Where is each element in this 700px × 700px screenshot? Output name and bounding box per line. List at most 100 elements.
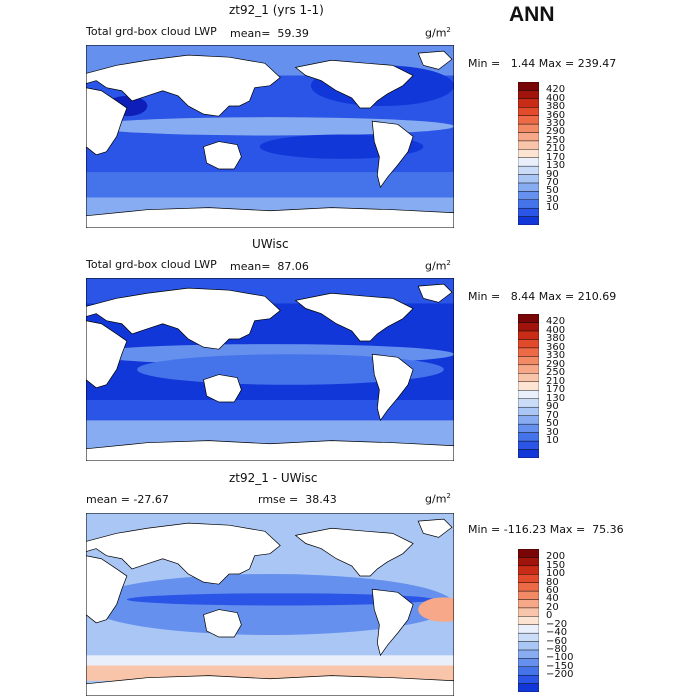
colorbar-swatch (518, 207, 539, 217)
colorbar-tick-label: 130 (546, 392, 566, 404)
colorbar-tick-label: −200 (546, 669, 574, 681)
colorbar-tick-label: 0 (546, 610, 553, 622)
colorbar-tick-label: 290 (546, 126, 566, 138)
colorbar-swatch (518, 557, 539, 567)
colorbar-swatch (518, 440, 539, 450)
colorbar-swatch (518, 182, 539, 192)
colorbar-swatch (518, 607, 539, 617)
colorbar-tick-label: 360 (546, 341, 566, 353)
colorbar-swatch (518, 347, 539, 357)
colorbar-swatch (518, 582, 539, 592)
panel-1-title: zt92_1 (yrs 1-1) (229, 3, 324, 17)
land-mass (86, 518, 454, 696)
panel-2-title: UWisc (252, 237, 289, 251)
colorbar-tick-label: 210 (546, 375, 566, 387)
colorbar-tick-label: −20 (546, 618, 568, 630)
colorbar-swatch (518, 364, 539, 374)
itcz-band (126, 593, 434, 606)
colorbar-tick-label: 50 (546, 418, 559, 430)
colorbar-tick-label: 10 (546, 435, 559, 447)
panel-2-units: g/m2 (425, 259, 451, 273)
colorbar-swatch (518, 123, 539, 133)
colorbar-tick-label: 400 (546, 324, 566, 336)
colorbar-swatch (518, 390, 539, 399)
panel-3-minmax: Min = -116.23 Max = 75.36 (468, 523, 624, 536)
colorbar-tick-label: −150 (546, 660, 574, 672)
colorbar-swatch (518, 666, 539, 676)
colorbar-tick-label: 420 (546, 84, 566, 96)
colorbar-swatch (518, 115, 539, 125)
colorbar-swatch (518, 599, 539, 609)
colorbar-swatch (518, 398, 539, 408)
colorbar-tick-label: 60 (546, 585, 559, 597)
colorbar-swatch (518, 574, 539, 583)
colorbar-swatch (518, 624, 539, 634)
panel-1-units: g/m2 (425, 26, 451, 40)
colorbar-tick-label: 400 (546, 92, 566, 104)
colorbar-swatch (518, 140, 539, 150)
colorbar-tick-label: 150 (546, 559, 566, 571)
colorbar-tick-label: 210 (546, 143, 566, 155)
colorbar-swatch (518, 157, 539, 167)
colorbar-tick-label: 380 (546, 333, 566, 345)
panel-2-minmax: Min = 8.44 Max = 210.69 (468, 290, 617, 303)
colorbar-swatch (518, 641, 539, 651)
colorbar-swatch (518, 356, 539, 366)
season-label: ANN (509, 3, 555, 26)
colorbar-swatch (518, 216, 539, 225)
colorbar-tick-label: 250 (546, 134, 566, 146)
colorbar-swatch (518, 381, 539, 391)
panel-2-map (86, 278, 454, 461)
colorbar-tick-label: 30 (546, 193, 559, 205)
colorbar-swatch (518, 165, 539, 175)
colorbar-tick-label: 170 (546, 151, 566, 163)
colorbar-swatch (518, 132, 539, 142)
southern-band (86, 400, 454, 421)
colorbar-tick-label: 90 (546, 168, 559, 180)
colorbar-swatch (518, 373, 539, 382)
colorbar-tick-label: 420 (546, 316, 566, 328)
colorbar-tick-label: 100 (546, 568, 566, 580)
colorbar-swatch (518, 658, 539, 667)
colorbar-tick-label: 70 (546, 409, 559, 421)
colorbar-tick-label: 70 (546, 176, 559, 188)
colorbar-swatch (518, 683, 539, 692)
colorbar-swatch (518, 590, 539, 600)
colorbar-swatch (518, 314, 539, 323)
colorbar-swatch (518, 191, 539, 200)
colorbar-swatch (518, 674, 539, 684)
colorbar-tick-label: 200 (546, 551, 566, 563)
colorbar-tick-label: 330 (546, 118, 566, 130)
colorbar-tick-label: 170 (546, 384, 566, 396)
panel-3-title: zt92_1 - UWisc (229, 471, 318, 485)
panel-1-mean: mean= 59.39 (230, 27, 309, 40)
colorbar-swatch (518, 339, 539, 349)
colorbar-tick-label: −40 (546, 627, 568, 639)
panel-3-colorbar (518, 549, 539, 692)
colorbar-tick-label: 20 (546, 601, 559, 613)
panel-1-minmax: Min = 1.44 Max = 239.47 (468, 57, 617, 70)
itcz-band (86, 117, 454, 136)
colorbar-swatch (518, 149, 539, 158)
colorbar-tick-label: 130 (546, 160, 566, 172)
panel-1-map (86, 45, 454, 228)
panel-3-units: g/m2 (425, 492, 451, 506)
colorbar-swatch (518, 406, 539, 416)
colorbar-tick-label: −60 (546, 635, 568, 647)
colorbar-tick-label: −100 (546, 652, 574, 664)
colorbar-swatch (518, 98, 539, 108)
colorbar-tick-label: 40 (546, 593, 559, 605)
panel-3-rmse: rmse = 38.43 (258, 493, 337, 506)
colorbar-tick-label: 250 (546, 367, 566, 379)
colorbar-swatch (518, 322, 539, 332)
colorbar-swatch (518, 174, 539, 184)
colorbar-swatch (518, 415, 539, 425)
colorbar-tick-label: 90 (546, 401, 559, 413)
colorbar-tick-label: 330 (546, 350, 566, 362)
land-mass (86, 283, 454, 461)
colorbar-tick-label: 360 (546, 109, 566, 121)
colorbar-tick-label: 10 (546, 202, 559, 214)
panel-3-mean: mean = -27.67 (86, 493, 169, 506)
panel-1-colorbar (518, 82, 539, 225)
colorbar-tick-label: 80 (546, 576, 559, 588)
